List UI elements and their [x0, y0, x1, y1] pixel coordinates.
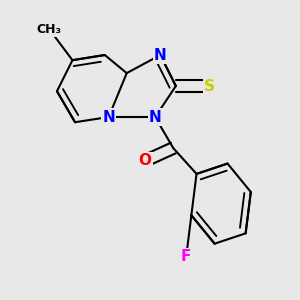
Text: S: S	[204, 79, 215, 94]
Text: N: N	[149, 110, 161, 124]
Text: O: O	[138, 154, 151, 169]
Text: CH₃: CH₃	[37, 23, 62, 36]
Text: F: F	[181, 249, 191, 264]
Text: N: N	[102, 110, 115, 124]
Text: N: N	[154, 47, 167, 62]
